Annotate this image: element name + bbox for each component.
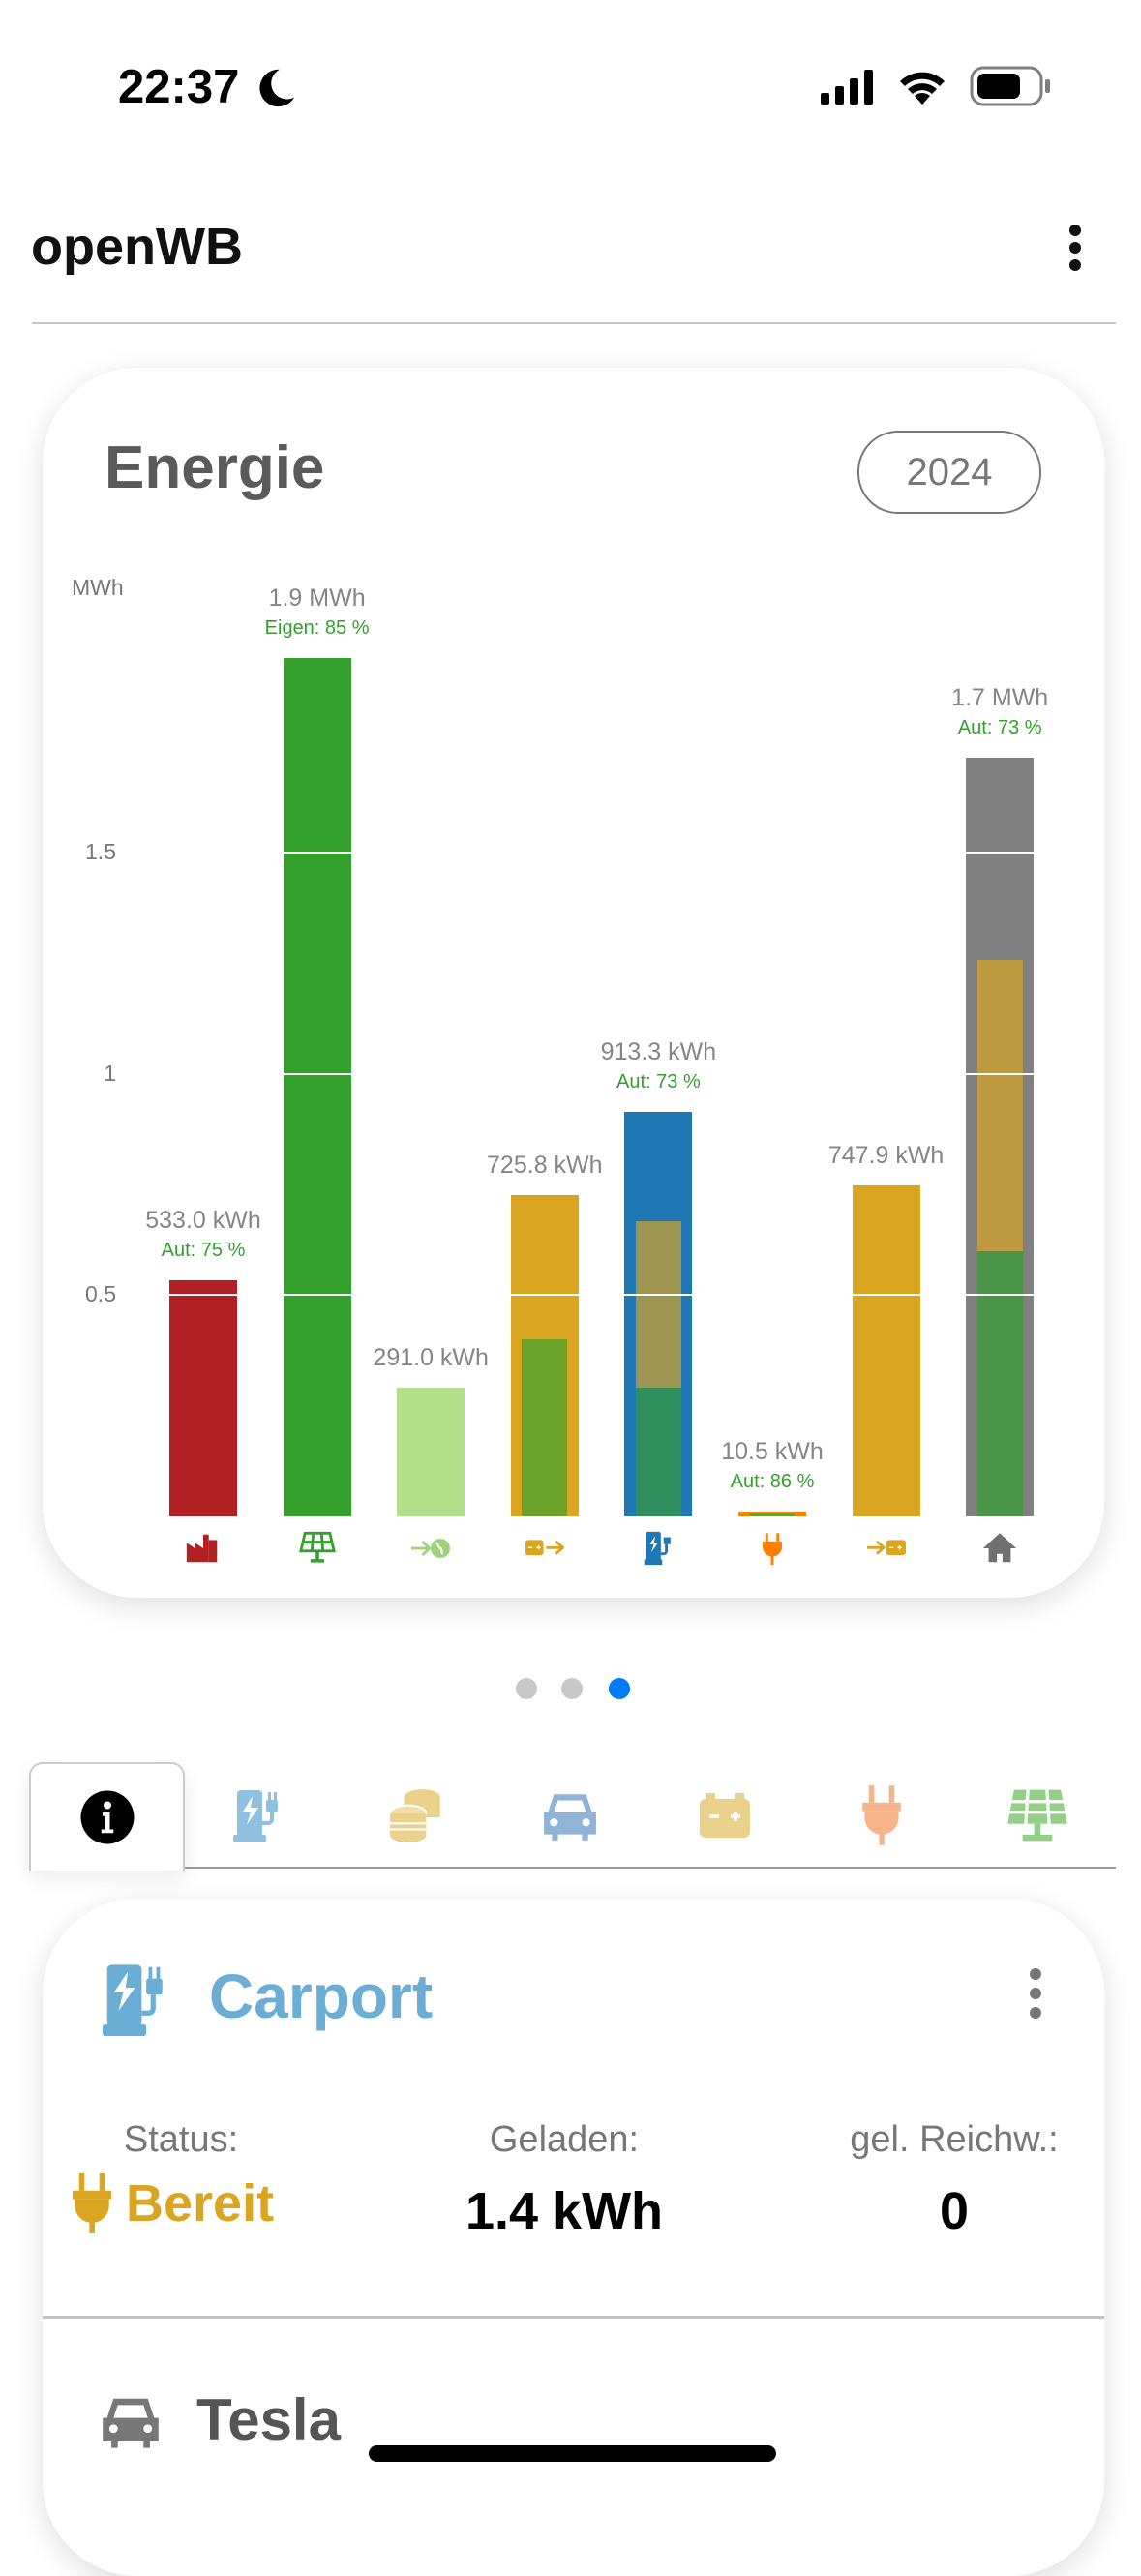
moon-icon [259, 69, 295, 107]
carousel-dot-2[interactable] [561, 1678, 583, 1699]
range-value: 0 [939, 2182, 970, 2240]
car-icon [103, 2398, 159, 2448]
bar-segment-charge-points [635, 1388, 681, 1516]
status-text: Bereit [126, 2174, 275, 2232]
battery-icon [699, 1793, 750, 1838]
period-selector-button[interactable]: 2024 [857, 431, 1041, 514]
home-indicator[interactable] [369, 2445, 776, 2462]
status-label: Status: [123, 2119, 239, 2160]
bar-value-label: 725.8 kWh [487, 1152, 603, 1180]
signal-icon [821, 70, 873, 105]
gridline [145, 852, 1036, 854]
range-label: gel. Reichw.: [850, 2119, 1059, 2160]
status-time: 22:37 [118, 61, 240, 113]
bar-value-label: 10.5 kWh [721, 1438, 824, 1466]
bar-sub-label: Aut: 75 % [161, 1240, 246, 1262]
plug-icon [73, 2173, 111, 2233]
bar-value-label: 747.9 kWh [827, 1142, 945, 1170]
tab-pv[interactable] [961, 1762, 1113, 1869]
bar-value-label: 291.0 kWh [373, 1343, 489, 1371]
plug-icon [861, 1785, 901, 1845]
solar-panel-icon [298, 1529, 337, 1568]
gridline [145, 1294, 1036, 1297]
battery-out-icon [525, 1529, 565, 1568]
info-icon [80, 1790, 134, 1844]
status-value: Bereit [70, 2173, 274, 2233]
carousel-dot-3-active[interactable] [609, 1678, 630, 1699]
battery-in-icon [866, 1529, 906, 1568]
house-icon [980, 1529, 1019, 1568]
bar-sub-label: Aut: 73 % [616, 1071, 701, 1093]
bar-battery-charge [852, 1185, 920, 1516]
kebab-menu-icon[interactable] [1061, 223, 1090, 273]
tab-costs[interactable] [340, 1762, 492, 1869]
charging-station-icon [232, 1790, 278, 1842]
bar-segment-house [976, 1250, 1023, 1516]
energy-card-title: Energie [105, 434, 325, 501]
bar-segment-charge-points [635, 1220, 681, 1389]
charging-station-icon [103, 1964, 163, 2036]
plug-icon [753, 1529, 792, 1568]
arrow-to-globe-icon [411, 1529, 451, 1568]
vehicle-name[interactable]: Tesla [196, 2387, 341, 2452]
gridline [145, 1072, 1036, 1075]
coins-icon [388, 1789, 440, 1842]
tab-vehicles[interactable] [494, 1762, 646, 1869]
bar-sub-label: Aut: 86 % [730, 1471, 815, 1493]
charged-label: Geladen: [489, 2119, 640, 2160]
y-axis-unit: MWh [72, 575, 124, 600]
bar-grid-export [397, 1387, 465, 1516]
bar-sub-label: Eigen: 85 % [264, 617, 370, 640]
bar-value-label: 533.0 kWh [145, 1207, 261, 1235]
charging-station-icon [639, 1529, 677, 1568]
bar-value-label: 1.9 MWh [268, 584, 366, 613]
tab-battery[interactable] [648, 1762, 800, 1869]
bar-segment-battery-discharge [522, 1339, 568, 1516]
bar-value-label: 1.7 MWh [951, 683, 1049, 711]
tab-charge-points[interactable] [188, 1762, 340, 1869]
charge-point-name[interactable]: Carport [209, 1962, 434, 2031]
charged-value: 1.4 kWh [465, 2182, 664, 2240]
app-title: openWB [31, 218, 243, 276]
y-tick-label: 1.5 [85, 839, 116, 865]
factory-icon [184, 1529, 223, 1568]
bar-segment-house [976, 959, 1023, 1251]
charge-point-card [43, 1899, 1104, 2576]
bar-segment-devices [749, 1513, 796, 1516]
tabs-divider [181, 1867, 1116, 1869]
car-icon [543, 1794, 596, 1841]
charge-point-menu-icon[interactable] [1024, 1964, 1047, 2022]
solar-panel-icon [1006, 1789, 1067, 1842]
battery-icon [970, 66, 1050, 106]
tab-info[interactable] [29, 1762, 185, 1871]
bar-pv [283, 658, 351, 1516]
bar-sub-label: Aut: 73 % [957, 716, 1042, 738]
tab-devices[interactable] [805, 1762, 957, 1869]
bar-grid-import [169, 1280, 237, 1516]
y-tick-label: 1 [104, 1060, 116, 1086]
header-divider [32, 322, 1116, 324]
wifi-icon [900, 72, 945, 105]
carousel-dot-1[interactable] [516, 1678, 537, 1699]
y-tick-label: 0.5 [85, 1281, 116, 1307]
card-divider [43, 2316, 1104, 2319]
bar-value-label: 913.3 kWh [600, 1038, 717, 1066]
